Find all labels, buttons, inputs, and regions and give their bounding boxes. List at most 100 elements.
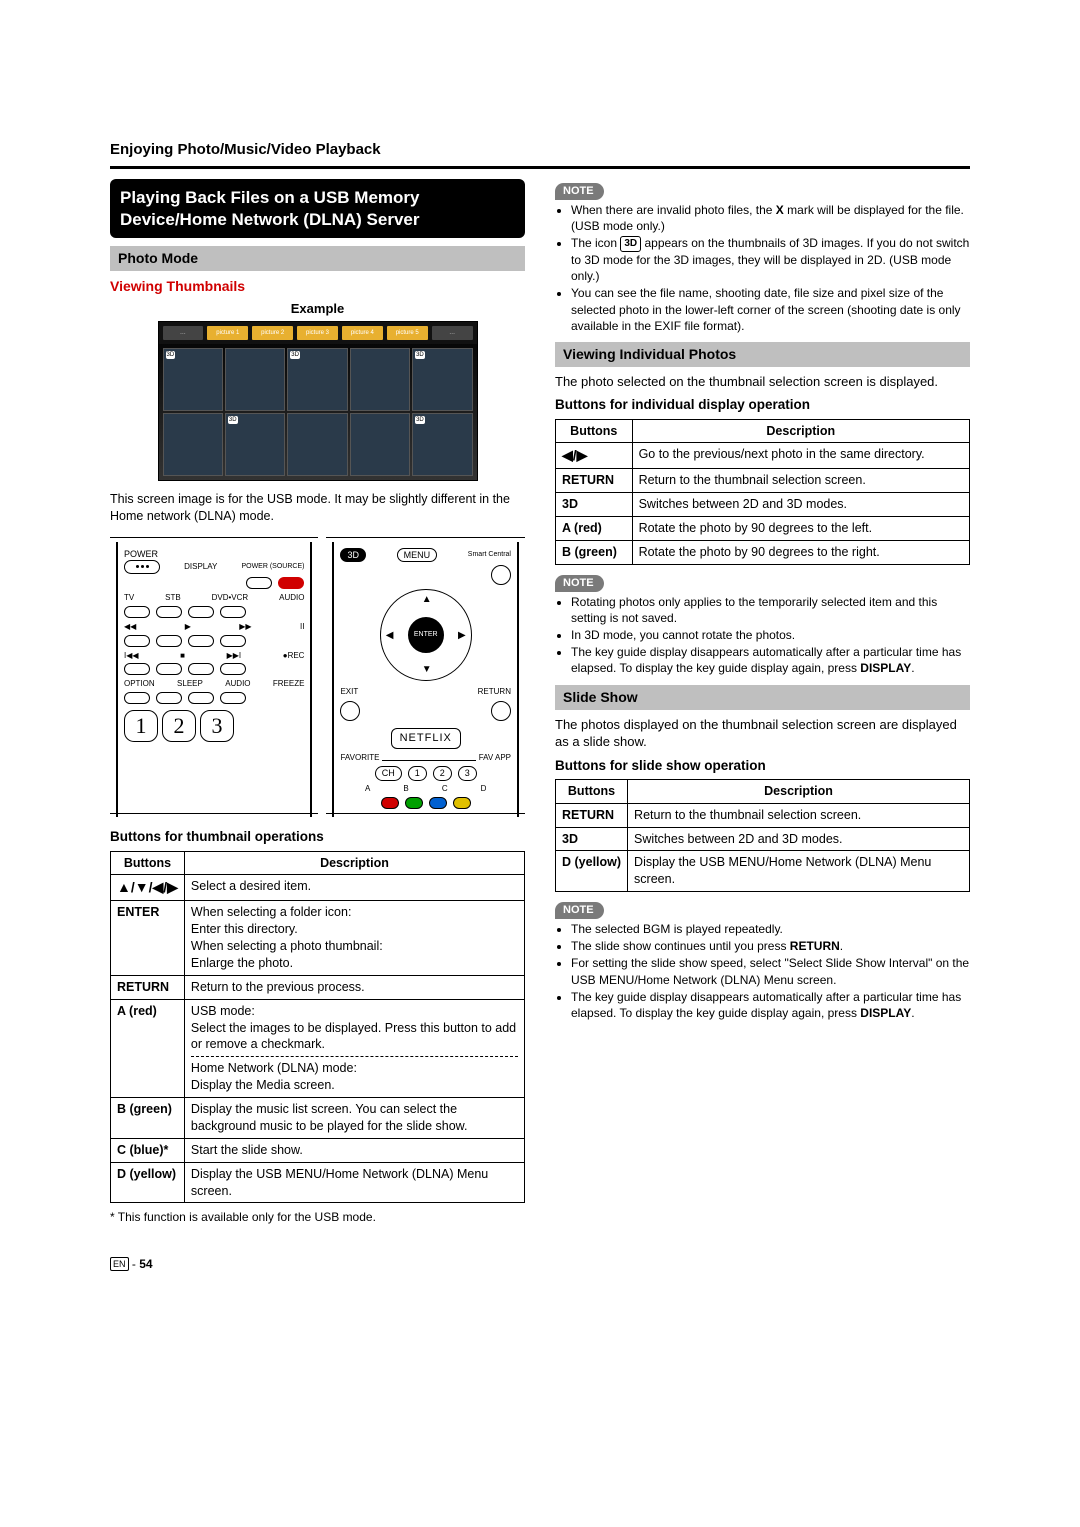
smart-central-label: Smart Central bbox=[468, 551, 511, 558]
desc-cell: Rotate the photo by 90 degrees to the le… bbox=[632, 517, 969, 541]
skip-back-button[interactable] bbox=[124, 663, 150, 675]
thumbnail-grid: 3D 3D 3D 3D 3D bbox=[159, 344, 477, 480]
table-row: RETURN Return to the thumbnail selection… bbox=[556, 469, 970, 493]
tv-label: TV bbox=[124, 593, 134, 604]
thumb-tab: picture 2 bbox=[252, 326, 293, 340]
table-row: RETURN Return to the thumbnail selection… bbox=[556, 803, 970, 827]
note-label: NOTE bbox=[555, 575, 604, 592]
rewind-icon: ◀◀ bbox=[124, 622, 136, 633]
desc-cell: Rotate the photo by 90 degrees to the ri… bbox=[632, 540, 969, 564]
stb-button[interactable] bbox=[156, 606, 182, 618]
exit-button[interactable] bbox=[340, 701, 360, 721]
rec-label: ●REC bbox=[283, 651, 305, 662]
page-number: EN - 54 bbox=[110, 1256, 970, 1272]
3d-button[interactable]: 3D bbox=[340, 548, 366, 562]
d-yellow-button[interactable] bbox=[453, 797, 471, 809]
a-label: A bbox=[365, 784, 370, 795]
divider bbox=[110, 166, 970, 169]
note-item: The selected BGM is played repeatedly. bbox=[571, 921, 970, 937]
3d-cell: 3D bbox=[556, 827, 628, 851]
netflix-button[interactable]: NETFLIX bbox=[391, 728, 461, 749]
photo-mode-bar: Photo Mode bbox=[110, 246, 525, 271]
th-buttons: Buttons bbox=[111, 851, 185, 875]
down-arrow-icon: ▼ bbox=[422, 663, 432, 677]
skip-fwd-button[interactable] bbox=[188, 663, 214, 675]
main-section-title: Playing Back Files on a USB Memory Devic… bbox=[110, 179, 525, 238]
fav1-button[interactable]: 1 bbox=[408, 766, 427, 780]
exit-label: EXIT bbox=[340, 687, 358, 698]
thumb: 3D bbox=[225, 413, 285, 476]
num-1-button[interactable]: 1 bbox=[124, 710, 158, 742]
skip-back-icon: I◀◀ bbox=[124, 651, 139, 662]
note-item: The slide show continues until you press… bbox=[571, 938, 970, 954]
table-row: ▲/▼/◀/▶ Select a desired item. bbox=[111, 875, 525, 901]
note-item: In 3D mode, you cannot rotate the photos… bbox=[571, 627, 970, 643]
fav2-button[interactable]: 2 bbox=[433, 766, 452, 780]
note-label: NOTE bbox=[555, 902, 604, 919]
left-arrow-icon: ◀ bbox=[386, 629, 394, 643]
power-source-button[interactable] bbox=[278, 577, 304, 589]
viewing-individual-bar: Viewing Individual Photos bbox=[555, 342, 970, 367]
note-item: Rotating photos only applies to the temp… bbox=[571, 594, 970, 626]
note-item: When there are invalid photo files, the … bbox=[571, 202, 970, 234]
rec-button[interactable] bbox=[220, 663, 246, 675]
note-list-3: The selected BGM is played repeatedly. T… bbox=[555, 921, 970, 1021]
a-red-button[interactable] bbox=[381, 797, 399, 809]
play-button[interactable] bbox=[156, 635, 182, 647]
note-list-2: Rotating photos only applies to the temp… bbox=[555, 594, 970, 677]
b-green-cell: B (green) bbox=[111, 1098, 185, 1139]
table-row: 3D Switches between 2D and 3D modes. bbox=[556, 493, 970, 517]
tv-button[interactable] bbox=[124, 606, 150, 618]
enter-button[interactable]: ENTER bbox=[408, 617, 444, 653]
option-label: OPTION bbox=[124, 679, 155, 690]
table-row: C (blue)* Start the slide show. bbox=[111, 1138, 525, 1162]
note-label: NOTE bbox=[555, 183, 604, 200]
table-row: A (red) USB mode: Select the images to b… bbox=[111, 999, 525, 1097]
ch-button[interactable]: CH bbox=[375, 766, 402, 780]
display-label: DISPLAY bbox=[184, 562, 217, 573]
individual-table-title: Buttons for individual display operation bbox=[555, 396, 970, 414]
desc-cell: Return to the thumbnail selection screen… bbox=[628, 803, 970, 827]
display-button[interactable] bbox=[246, 577, 272, 589]
3d-cell: 3D bbox=[556, 493, 633, 517]
pause-button[interactable] bbox=[220, 635, 246, 647]
ffwd-button[interactable] bbox=[188, 635, 214, 647]
thumbnail-ops-title: Buttons for thumbnail operations bbox=[110, 828, 525, 846]
table-row: 3D Switches between 2D and 3D modes. bbox=[556, 827, 970, 851]
thumb-tab: picture 4 bbox=[342, 326, 383, 340]
return-button[interactable] bbox=[491, 701, 511, 721]
thumb-tab: picture 3 bbox=[297, 326, 338, 340]
sleep-button[interactable] bbox=[156, 692, 182, 704]
c-blue-button[interactable] bbox=[429, 797, 447, 809]
slideshow-ops-table: Buttons Description RETURN Return to the… bbox=[555, 779, 970, 892]
b-green-cell: B (green) bbox=[556, 540, 633, 564]
viewing-thumbnails-heading: Viewing Thumbnails bbox=[110, 277, 525, 296]
note-item: For setting the slide show speed, select… bbox=[571, 955, 970, 987]
3d-badge-icon: 3D bbox=[620, 236, 641, 252]
b-green-button[interactable] bbox=[405, 797, 423, 809]
favorite-label: FAVORITE bbox=[340, 753, 379, 764]
stop-button[interactable] bbox=[156, 663, 182, 675]
menu-button[interactable]: MENU bbox=[397, 548, 438, 562]
individual-ops-table: Buttons Description ◀/▶ Go to the previo… bbox=[555, 419, 970, 565]
desc-cell: Switches between 2D and 3D modes. bbox=[628, 827, 970, 851]
th-buttons: Buttons bbox=[556, 419, 633, 443]
enter-cell: ENTER bbox=[111, 901, 185, 976]
option-button[interactable] bbox=[124, 692, 150, 704]
fav3-button[interactable]: 3 bbox=[458, 766, 477, 780]
th-description: Description bbox=[184, 851, 524, 875]
slide-show-intro: The photos displayed on the thumbnail se… bbox=[555, 716, 970, 751]
audio2-button[interactable] bbox=[188, 692, 214, 704]
num-2-button[interactable]: 2 bbox=[162, 710, 196, 742]
d-yellow-cell: D (yellow) bbox=[556, 851, 628, 892]
rewind-button[interactable] bbox=[124, 635, 150, 647]
skip-fwd-icon: ▶▶I bbox=[227, 651, 242, 662]
num-3-button[interactable]: 3 bbox=[200, 710, 234, 742]
freeze-button[interactable] bbox=[220, 692, 246, 704]
thumb bbox=[350, 348, 410, 411]
dvdvcr-button[interactable] bbox=[188, 606, 214, 618]
smart-central-button[interactable] bbox=[491, 565, 511, 585]
desc-cell: Display the USB MENU/Home Network (DLNA)… bbox=[628, 851, 970, 892]
audio-button[interactable] bbox=[220, 606, 246, 618]
desc-cell: Return to the previous process. bbox=[184, 975, 524, 999]
